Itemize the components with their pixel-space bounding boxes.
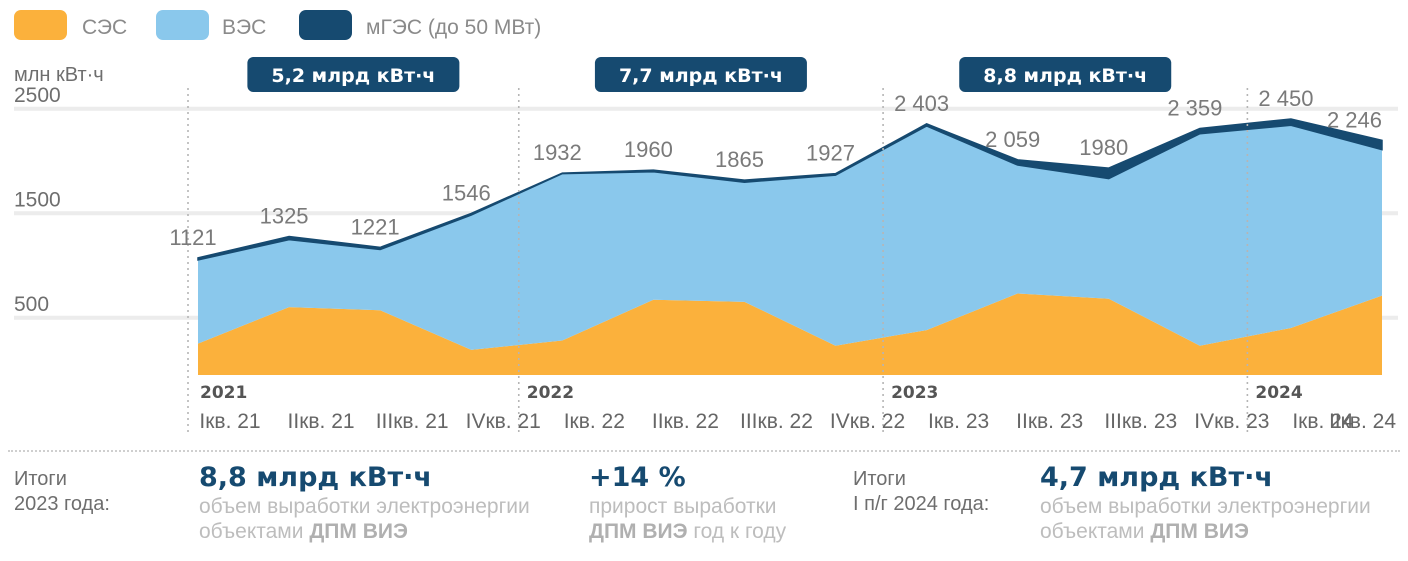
year-labels: 2021 2022 2023 2024 <box>200 383 1303 403</box>
quarter-label-8: Iкв. 23 <box>928 410 989 433</box>
value-label-3: 1546 <box>442 180 491 205</box>
value-label-5: 1960 <box>624 137 673 162</box>
stacked-areas <box>197 118 1383 375</box>
y-axis-unit-label: млн кВт·ч <box>14 64 104 86</box>
summary-growth-description: прирост выработки ДПМ ВИЭ год к году <box>589 495 787 543</box>
value-label-7: 1927 <box>806 141 855 166</box>
y-tick-500: 500 <box>14 293 49 316</box>
quarter-label-9: IIкв. 23 <box>1016 410 1083 433</box>
quarter-label-2: IIIкв. 21 <box>376 410 449 433</box>
annual-total-badges: 5,2 млрд кВт·ч 7,7 млрд кВт·ч 8,8 млрд кВт… <box>247 57 1172 92</box>
summary-2024-description: объем выработки электроэнергии объектами… <box>1040 495 1371 543</box>
quarter-label-13: IIкв. 24 <box>1329 410 1396 433</box>
legend: СЭС ВЭС мГЭС (до 50 МВт) <box>14 10 541 40</box>
quarter-label-1: IIкв. 21 <box>288 410 355 433</box>
annual-total-badge-2: 8,8 млрд кВт·ч <box>959 57 1172 92</box>
value-label-2: 1221 <box>351 214 400 239</box>
value-label-9: 2 059 <box>985 127 1040 152</box>
value-label-0: 1121 <box>169 225 216 250</box>
value-label-10: 1980 <box>1079 135 1128 160</box>
summary-growth: +14 % прирост выработки ДПМ ВИЭ год к го… <box>589 462 819 544</box>
value-label-1: 1325 <box>260 204 309 229</box>
annual-total-text-0: 5,2 млрд кВт·ч <box>271 65 435 87</box>
quarter-label-5: IIкв. 22 <box>652 410 719 433</box>
area-ses <box>198 293 1382 375</box>
year-label-2021: 2021 <box>200 383 247 403</box>
quarter-label-7: IVкв. 22 <box>830 410 905 433</box>
summary-2023-value: 8,8 млрд кВт·ч <box>199 462 432 493</box>
legend-label-mges: мГЭС (до 50 МВт) <box>366 16 541 39</box>
summary-2024: 4,7 млрд кВт·ч объем выработки электроэн… <box>1040 462 1404 544</box>
summary-2023: 8,8 млрд кВт·ч объем выработки электроэн… <box>199 462 569 544</box>
year-label-2024: 2024 <box>1255 383 1302 403</box>
summary-divider <box>8 450 1400 452</box>
area-ves <box>198 125 1382 350</box>
area-mges <box>197 118 1383 261</box>
legend-label-ses: СЭС <box>82 16 127 39</box>
generation-chart: СЭС ВЭС мГЭС (до 50 МВт) млн кВт·ч 500 1500… <box>14 10 1398 435</box>
value-label-6: 1865 <box>715 147 764 172</box>
summary-2024-value: 4,7 млрд кВт·ч <box>1040 462 1273 493</box>
annual-total-bg-0 <box>247 57 460 92</box>
legend-swatch-mges <box>299 10 352 40</box>
year-label-2022: 2022 <box>527 383 574 403</box>
legend-swatch-ses <box>14 10 67 40</box>
legend-swatch-ves <box>156 10 209 40</box>
quarter-label-0: Iкв. 21 <box>199 410 260 433</box>
summary-growth-value: +14 % <box>589 462 686 493</box>
value-label-11: 2 359 <box>1167 95 1222 120</box>
annual-total-text-1: 7,7 млрд кВт·ч <box>619 65 783 87</box>
y-tick-2500: 2500 <box>14 84 61 107</box>
quarter-label-12: Iкв. 24 <box>1292 410 1354 433</box>
annual-total-text-2: 8,8 млрд кВт·ч <box>983 65 1147 87</box>
quarter-label-10: IIIкв. 23 <box>1104 410 1177 433</box>
year-label-2023: 2023 <box>891 383 938 403</box>
quarter-total-labels: 1121 1325 1221 1546 1932 1960 1865 1927 2 403 2 0… <box>169 86 1382 250</box>
quarter-label-4: Iкв. 22 <box>564 410 625 433</box>
year-dividers <box>187 88 1249 435</box>
annual-total-badge-0: 5,2 млрд кВт·ч <box>247 57 460 92</box>
legend-label-ves: ВЭС <box>222 16 266 39</box>
value-label-8: 2 403 <box>894 91 949 116</box>
value-label-4: 1932 <box>533 140 582 165</box>
summary-2024-label: Итоги I п/г 2024 года: <box>853 468 990 515</box>
y-axis-ticks: 500 1500 2500 <box>14 84 61 316</box>
value-label-13: 2 246 <box>1327 107 1382 132</box>
quarter-label-6: IIIкв. 22 <box>740 410 813 433</box>
quarter-label-11: IVкв. 23 <box>1194 410 1269 433</box>
quarter-labels: Iкв. 21 IIкв. 21 IIIкв. 21 IVкв. 21 Iкв. 22 I… <box>199 410 1396 433</box>
annual-total-bg-1 <box>594 57 807 92</box>
quarter-label-3: IVкв. 21 <box>466 410 541 433</box>
summary-2023-label: Итоги 2023 года: <box>14 468 110 515</box>
summary-2023-description: объем выработки электроэнергии объектами… <box>199 495 530 543</box>
value-label-12: 2 450 <box>1258 86 1313 111</box>
annual-total-badge-1: 7,7 млрд кВт·ч <box>594 57 807 92</box>
y-tick-1500: 1500 <box>14 188 61 211</box>
annual-total-bg-2 <box>959 57 1172 92</box>
